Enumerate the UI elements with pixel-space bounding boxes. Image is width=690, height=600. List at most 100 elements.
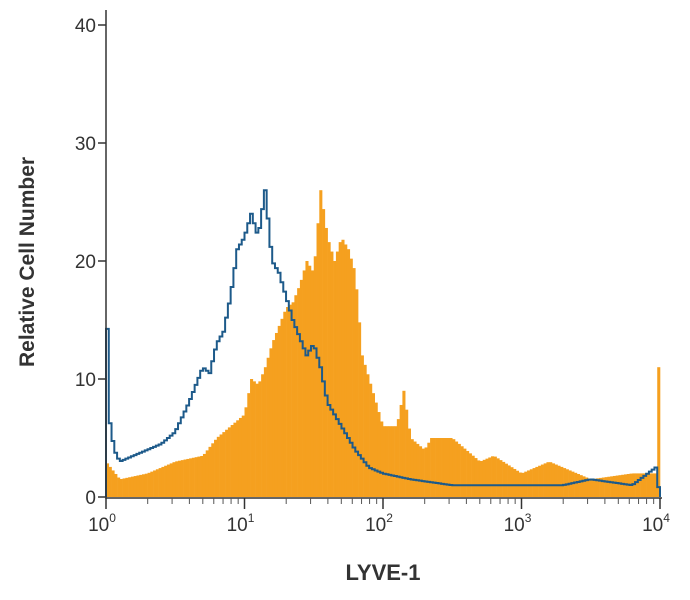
- histogram-bar: [637, 473, 641, 497]
- histogram-bar: [186, 458, 190, 497]
- histogram-bar: [183, 459, 187, 497]
- histogram-bar: [574, 472, 578, 497]
- histogram-bar: [261, 374, 265, 497]
- histogram-bar: [482, 459, 486, 497]
- histogram-bar: [540, 464, 544, 497]
- histogram-bar: [416, 443, 420, 497]
- histogram-bar: [158, 468, 162, 497]
- histogram-bar: [452, 439, 456, 497]
- histogram-bar: [294, 295, 298, 497]
- histogram-bar: [252, 381, 256, 497]
- histogram-bar: [477, 460, 481, 497]
- histogram-bar: [369, 383, 373, 497]
- histogram-bar: [297, 288, 301, 497]
- histogram-bar: [214, 439, 218, 497]
- histogram-bar: [166, 464, 171, 497]
- histogram-bar: [247, 393, 251, 497]
- histogram-bar: [291, 302, 295, 497]
- histogram-bar: [358, 322, 362, 497]
- histogram-bar: [438, 438, 442, 497]
- histogram-bar: [346, 249, 351, 497]
- histogram-bar: [302, 270, 306, 497]
- histogram-bar: [538, 465, 542, 497]
- histogram-bar: [233, 422, 237, 497]
- histogram-bar: [582, 476, 586, 497]
- y-tick-label: 0: [85, 488, 96, 509]
- histogram-bar: [352, 268, 356, 497]
- histogram-bar: [280, 318, 284, 497]
- histogram-bar: [466, 450, 470, 497]
- histogram-bar: [424, 447, 428, 497]
- outline-histogram: [105, 189, 661, 497]
- histogram-bar: [491, 456, 495, 497]
- histogram-bar: [130, 476, 134, 497]
- x-tick-exponent: 1: [248, 511, 255, 525]
- histogram-bar: [117, 477, 121, 497]
- histogram-bar: [125, 477, 129, 497]
- histogram-bar: [106, 463, 110, 497]
- histogram-bar: [610, 476, 614, 497]
- histogram-bar: [402, 390, 406, 497]
- histogram-bar: [283, 311, 287, 497]
- histogram-bar: [388, 426, 392, 497]
- x-tick-label: 100: [88, 511, 116, 536]
- histogram-bar: [532, 468, 536, 497]
- histogram-bar: [189, 458, 193, 497]
- x-axis-label: LYVE-1: [345, 560, 420, 585]
- filled-histogram: [106, 190, 661, 498]
- histogram-bar: [607, 476, 611, 497]
- histogram-bar: [640, 473, 644, 497]
- histogram-bar: [219, 434, 223, 497]
- histogram-bar: [277, 325, 281, 497]
- histogram-bar: [344, 244, 348, 497]
- histogram-bar: [410, 439, 414, 497]
- histogram-bar: [455, 441, 459, 497]
- y-tick-label: 20: [75, 252, 96, 273]
- histogram-bar: [474, 458, 478, 497]
- histogram-bar: [305, 261, 309, 497]
- x-tick-label: 102: [365, 511, 393, 536]
- histogram-bar: [133, 476, 137, 497]
- histogram-bar: [615, 475, 619, 497]
- histogram-bar: [208, 446, 212, 497]
- x-tick-exponent: 4: [663, 511, 670, 525]
- histogram-bar: [443, 438, 448, 497]
- histogram-bar: [485, 458, 489, 497]
- histogram-bar: [299, 279, 303, 497]
- histogram-bar: [632, 473, 636, 497]
- histogram-bar: [128, 477, 132, 497]
- histogram-bar: [139, 474, 143, 497]
- histogram-bar: [413, 441, 417, 497]
- histogram-bar: [612, 475, 616, 497]
- histogram-bar: [236, 420, 240, 497]
- histogram-bar: [560, 466, 564, 497]
- histogram-bar: [161, 466, 165, 497]
- histogram-bar: [313, 256, 317, 497]
- histogram-bar: [150, 471, 154, 497]
- histogram-bar: [405, 409, 409, 497]
- histogram-bar: [502, 461, 506, 497]
- histogram-bar: [288, 304, 292, 497]
- histogram-bar: [225, 429, 229, 497]
- histogram-bar: [205, 450, 209, 497]
- histogram-bar: [460, 446, 464, 497]
- histogram-bar: [601, 477, 605, 497]
- histogram-bar: [449, 438, 453, 497]
- histogram-bar: [623, 474, 628, 497]
- histogram-bar: [651, 473, 655, 497]
- histogram-bar: [380, 421, 384, 497]
- histogram-bar: [457, 443, 461, 497]
- histogram-bar: [654, 473, 658, 497]
- histogram-bar: [227, 427, 231, 497]
- histogram-bar: [563, 468, 567, 497]
- histogram-bar: [399, 404, 403, 497]
- histogram-bar: [435, 438, 439, 497]
- histogram-bar: [122, 478, 126, 497]
- histogram-bar: [335, 251, 339, 497]
- y-tick-label: 40: [75, 16, 96, 37]
- histogram-bar: [366, 374, 370, 497]
- histogram-bar: [576, 473, 580, 497]
- histogram-bar: [535, 466, 539, 497]
